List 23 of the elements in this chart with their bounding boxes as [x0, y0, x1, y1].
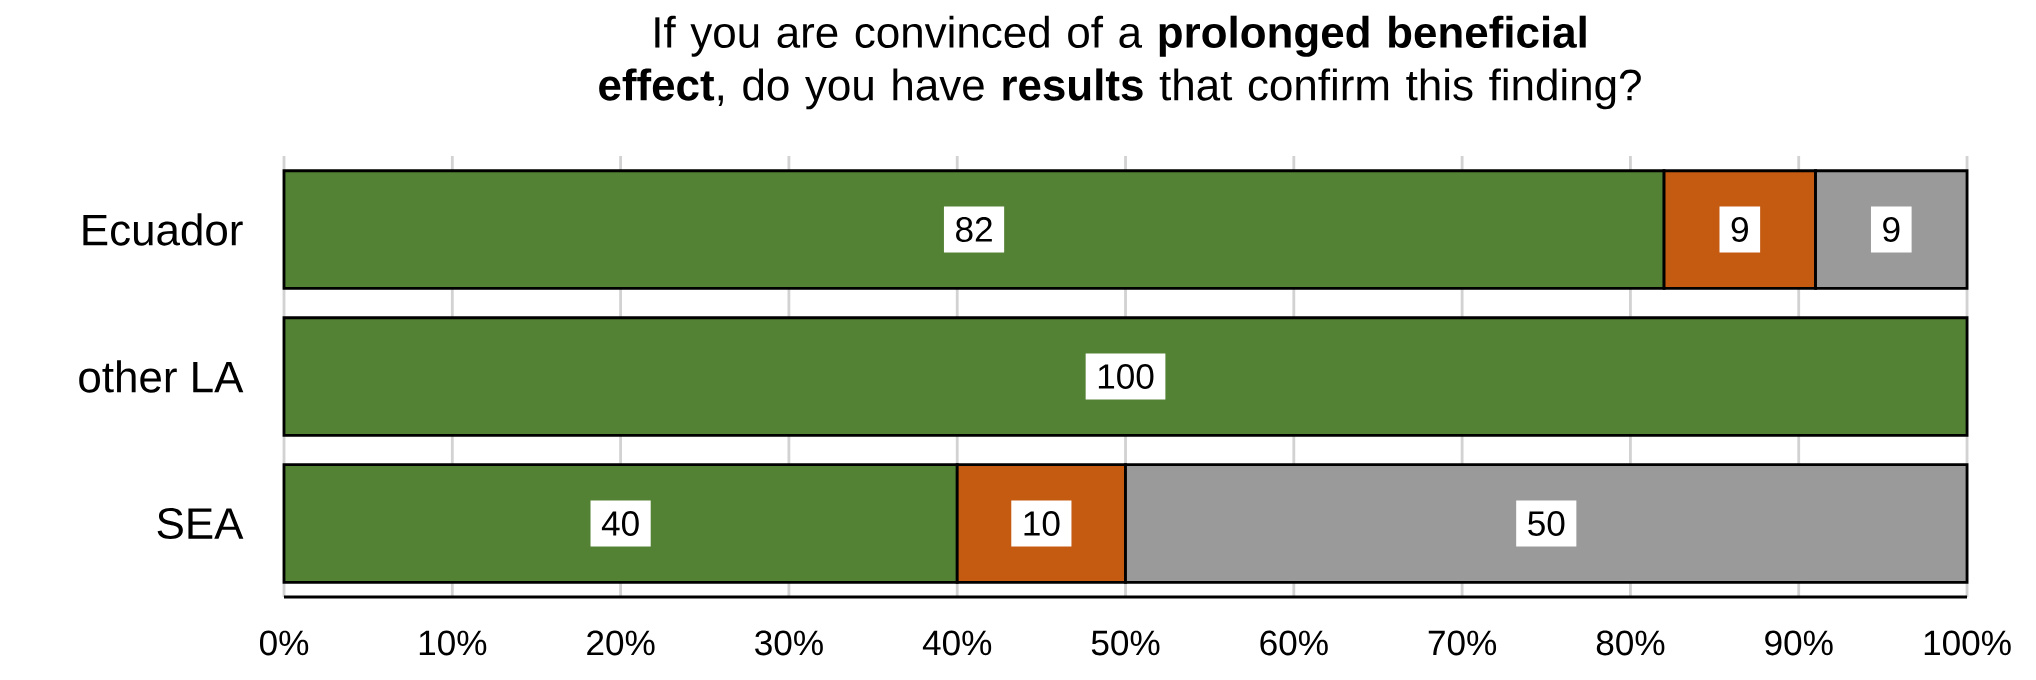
x-tick-label: 40%	[922, 630, 992, 656]
y-tick-label: Ecuador	[83, 213, 243, 246]
x-tick-label: 20%	[587, 630, 655, 656]
data-label: 50	[1528, 511, 1565, 536]
x-tick-label: 10%	[419, 630, 487, 656]
x-tick-label: 100%	[1924, 630, 2011, 656]
bar	[282, 316, 1969, 437]
data-label: 9	[1883, 217, 1900, 242]
y-tick-label: other LA	[79, 360, 244, 393]
x-tick-label: 80%	[1596, 630, 1665, 656]
x-tick-label: 70%	[1428, 630, 1497, 656]
data-label: 40	[601, 511, 639, 536]
x-tick-label: 50%	[1091, 630, 1160, 656]
data-label: 9	[1731, 217, 1748, 242]
data-label: 10	[1024, 511, 1060, 536]
data-label: 100	[1098, 364, 1154, 389]
x-tick-label: 90%	[1765, 630, 1833, 656]
data-label: 82	[956, 217, 992, 242]
x-tick-label: 30%	[755, 630, 823, 656]
x-tick-label: 60%	[1260, 630, 1328, 656]
chart-title: If you are convinced of a prolonged beneficial effect, do you have results that confirm this finding?	[599, 15, 1641, 110]
y-tick-label: SEA	[157, 508, 244, 540]
x-tick-label: 0%	[259, 630, 309, 656]
